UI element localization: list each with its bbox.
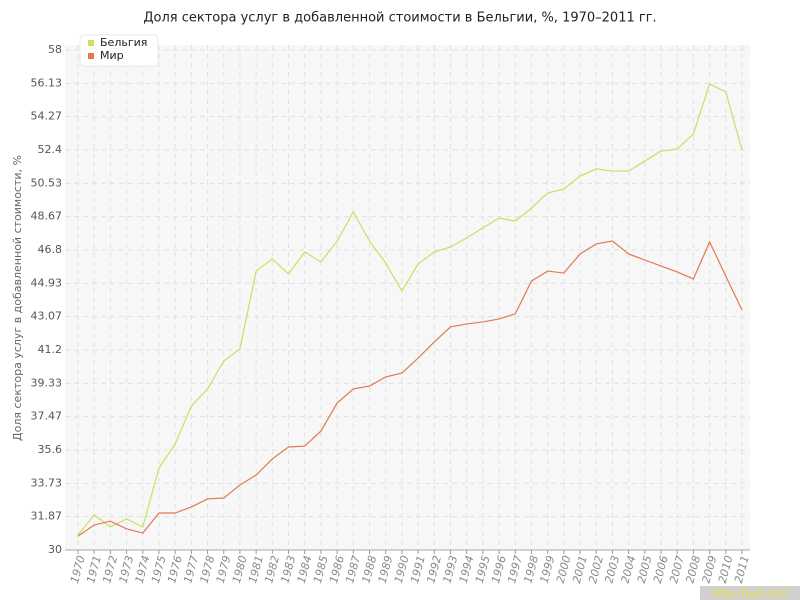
y-tick-label: 30 <box>48 543 62 556</box>
legend-box <box>79 34 159 67</box>
y-tick-label: 52.4 <box>38 143 63 156</box>
y-tick-label: 39.33 <box>31 376 63 389</box>
y-tick-label: 46.8 <box>38 243 63 256</box>
legend-label: Мир <box>100 49 124 62</box>
y-axis-label: Доля сектора услуг в добавленной стоимос… <box>11 155 24 441</box>
watermark: http://be5.biz/ <box>711 587 789 600</box>
plot-area <box>65 45 750 550</box>
y-tick-label: 58 <box>48 43 62 56</box>
legend-swatch <box>88 53 94 59</box>
watermark-bg <box>700 586 800 600</box>
y-tick-label: 56.13 <box>31 76 63 89</box>
y-tick-label: 50.53 <box>31 176 63 189</box>
y-tick-label: 41.2 <box>38 343 63 356</box>
line-series <box>77 83 743 536</box>
chart-title: Доля сектора услуг в добавленной стоимос… <box>143 11 656 26</box>
y-tick-label: 35.6 <box>38 443 63 456</box>
y-tick-label: 54.27 <box>31 110 63 123</box>
y-tick-label: 43.07 <box>31 310 63 323</box>
y-tick-label: 33.73 <box>31 476 63 489</box>
y-tick-label: 37.47 <box>31 410 63 423</box>
y-tick-label: 44.93 <box>31 276 63 289</box>
y-tick-label: 48.67 <box>31 210 63 223</box>
legend-swatch <box>88 40 94 46</box>
legend-label: Бельгия <box>100 36 147 49</box>
y-tick-label: 31.87 <box>31 510 63 523</box>
line-series <box>77 240 743 537</box>
